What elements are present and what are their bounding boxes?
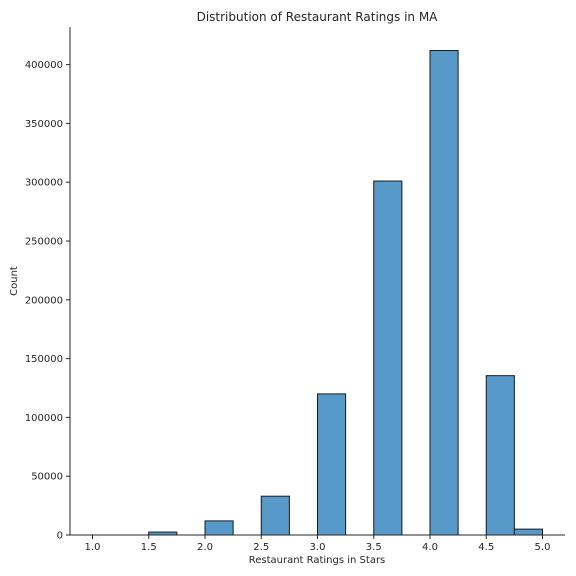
bar-5 <box>430 51 458 535</box>
y-tick-label: 350000 <box>25 119 63 130</box>
y-tick-label: 100000 <box>25 413 63 424</box>
x-tick-label: 4.5 <box>478 542 494 553</box>
bar-3 <box>318 394 346 535</box>
bar-4 <box>374 181 402 535</box>
x-tick-label: 4.0 <box>422 542 438 553</box>
x-tick-label: 3.5 <box>366 542 382 553</box>
bar-6 <box>486 376 514 535</box>
x-tick-label: 1.5 <box>141 542 157 553</box>
bar-2 <box>261 496 289 535</box>
x-tick-label: 2.5 <box>253 542 269 553</box>
x-tick-label: 1.0 <box>85 542 101 553</box>
x-axis-label: Restaurant Ratings in Stars <box>249 555 386 566</box>
x-tick-label: 5.0 <box>535 542 551 553</box>
y-tick-label: 50000 <box>31 472 63 483</box>
x-tick-label: 2.0 <box>197 542 213 553</box>
y-tick-label: 0 <box>57 531 63 542</box>
y-axis-label: Count <box>9 266 20 296</box>
y-tick-label: 400000 <box>25 60 63 71</box>
y-tick-label: 200000 <box>25 295 63 306</box>
y-tick-label: 250000 <box>25 237 63 248</box>
y-tick-label: 300000 <box>25 178 63 189</box>
bars-group <box>149 51 543 535</box>
x-axis-ticks: 1.0 1.5 2.0 2.5 3.0 3.5 4.0 4.5 5.0 <box>85 535 551 553</box>
y-tick-label: 150000 <box>25 354 63 365</box>
y-axis-ticks: 0 50000 100000 150000 200000 250000 300000 3500… <box>25 60 70 541</box>
x-tick-label: 3.0 <box>310 542 326 553</box>
chart-title: Distribution of Restaurant Ratings in MA <box>197 10 439 24</box>
bar-1 <box>205 521 233 535</box>
bar-7 <box>514 529 542 535</box>
